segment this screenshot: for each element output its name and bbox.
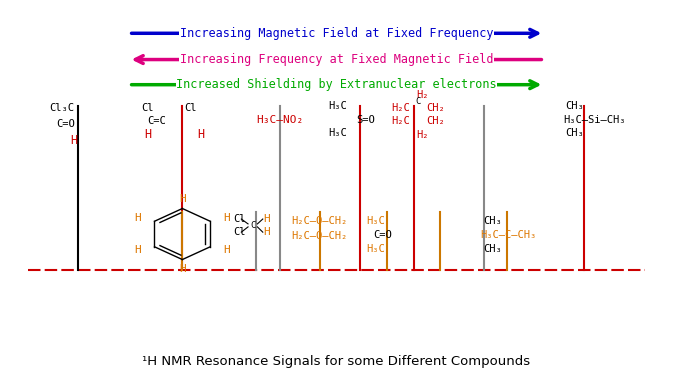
- Text: H₃C: H₃C: [367, 216, 386, 226]
- Text: H₃C: H₃C: [367, 244, 386, 254]
- Text: H₂C–O–CH₂: H₂C–O–CH₂: [291, 216, 348, 226]
- Text: CH₃: CH₃: [483, 216, 502, 226]
- Text: H₃C–NO₂: H₃C–NO₂: [256, 115, 303, 125]
- Text: H: H: [198, 128, 205, 141]
- Text: H: H: [70, 135, 77, 147]
- Text: H₂: H₂: [416, 130, 429, 139]
- Text: H₂C: H₂C: [392, 103, 411, 113]
- Text: H₃C–C–CH₃: H₃C–C–CH₃: [481, 230, 537, 240]
- Text: CH₃: CH₃: [483, 244, 502, 254]
- Text: H₃C–Si–CH₃: H₃C–Si–CH₃: [563, 115, 625, 125]
- Text: H: H: [135, 213, 141, 223]
- Text: Increased Shielding by Extranuclear electrons: Increased Shielding by Extranuclear elec…: [176, 78, 497, 91]
- Text: H₂C–O–CH₂: H₂C–O–CH₂: [291, 231, 348, 241]
- Text: H: H: [223, 213, 230, 223]
- Text: C: C: [416, 97, 421, 106]
- Text: ¹H NMR Resonance Signals for some Different Compounds: ¹H NMR Resonance Signals for some Differ…: [143, 355, 530, 368]
- Text: Increasing Magnetic Field at Fixed Frequency: Increasing Magnetic Field at Fixed Frequ…: [180, 27, 493, 40]
- Text: H: H: [223, 245, 230, 255]
- Text: C=O: C=O: [374, 230, 392, 240]
- Text: CH₃: CH₃: [565, 101, 583, 112]
- Text: H₂C: H₂C: [392, 116, 411, 127]
- Text: C: C: [250, 221, 256, 230]
- Text: H: H: [179, 264, 186, 274]
- Text: CH₃: CH₃: [565, 129, 583, 138]
- Text: H₃C: H₃C: [328, 101, 347, 112]
- Text: H: H: [179, 194, 186, 204]
- Text: H₂: H₂: [416, 90, 429, 100]
- Text: Cl: Cl: [234, 214, 246, 224]
- Text: H: H: [144, 128, 151, 141]
- Text: Cl: Cl: [184, 103, 197, 113]
- Text: H: H: [262, 214, 269, 224]
- Text: CH₂: CH₂: [426, 116, 445, 127]
- Text: Cl: Cl: [141, 103, 153, 113]
- Text: CH₂: CH₂: [426, 103, 445, 113]
- Text: H₃C: H₃C: [328, 129, 347, 138]
- Text: H: H: [135, 245, 141, 255]
- Text: Cl₃C: Cl₃C: [50, 103, 75, 113]
- Text: C=C: C=C: [147, 116, 166, 126]
- Text: C=O: C=O: [57, 119, 75, 129]
- Text: S=O: S=O: [357, 115, 376, 125]
- Text: H: H: [262, 227, 269, 237]
- Text: Increasing Frequency at Fixed Magnetic Field: Increasing Frequency at Fixed Magnetic F…: [180, 53, 493, 66]
- Text: Cl: Cl: [234, 227, 246, 237]
